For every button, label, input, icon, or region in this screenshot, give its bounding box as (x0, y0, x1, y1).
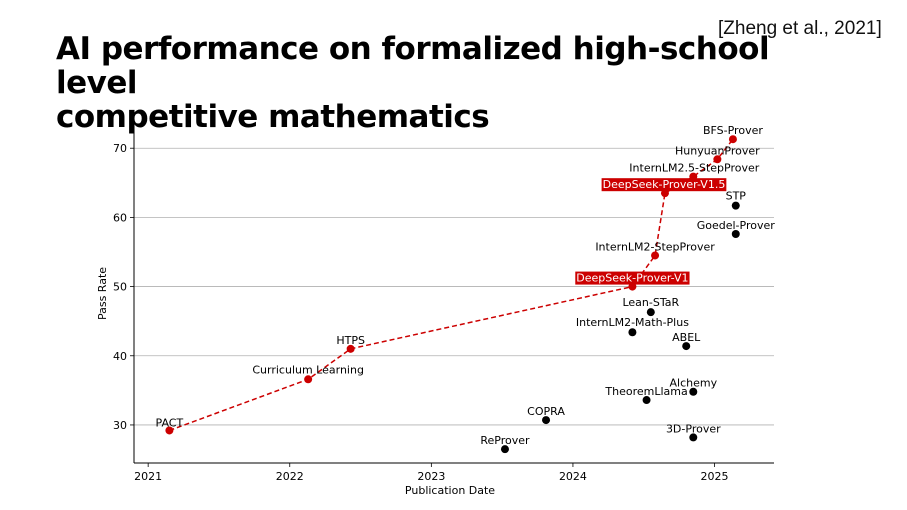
y-axis-title: Pass Rate (96, 267, 109, 320)
point-3d-prover (689, 433, 698, 442)
label-copra: COPRA (527, 405, 565, 418)
point-theoremllama (642, 396, 651, 405)
point-goedel-prover (731, 230, 740, 239)
y-tick-label: 50 (113, 281, 127, 294)
x-tick-label: 2024 (559, 470, 587, 483)
point-internlm2-math-plus (628, 328, 637, 337)
label-deepseek-prover-v1-5: DeepSeek-Prover-V1.5 (603, 178, 726, 191)
label-internlm2-5-stepprover: InternLM2.5-StepProver (629, 162, 759, 175)
label-internlm2-stepprover: InternLM2-StepProver (595, 240, 715, 253)
x-tick-label: 2023 (417, 470, 445, 483)
x-tick-label: 2021 (134, 470, 162, 483)
label-bfs-prover: BFS-Prover (703, 124, 763, 137)
gridlines (134, 147, 774, 426)
point-curriculum-learning (304, 375, 313, 384)
slide-title: AI performance on formalized high-school… (56, 32, 856, 134)
label-internlm2-math-plus: InternLM2-Math-Plus (576, 316, 689, 329)
frontier-dashed-line (169, 138, 734, 432)
y-tick-label: 60 (113, 211, 127, 224)
data-points (165, 135, 740, 454)
point-hunyuanprover (713, 155, 722, 164)
label-theoremllama: TheoremLlama (604, 385, 687, 398)
point-bfs-prover (728, 135, 737, 144)
label-deepseek-prover-v1: DeepSeek-Prover-V1 (576, 272, 688, 285)
label-reprover: ReProver (480, 434, 530, 447)
slide-title-line-1: AI performance on formalized high-school… (56, 31, 770, 101)
label-curriculum-learning: Curriculum Learning (252, 363, 364, 376)
point-abel (682, 342, 691, 351)
label-hunyuanprover: HunyuanProver (675, 144, 760, 157)
label-lean-star: Lean-STaR (622, 296, 679, 309)
label-alchemy: Alchemy (669, 377, 717, 390)
label-box-deepseek-prover-v1-5 (601, 178, 727, 192)
citation: [Zheng et al., 2021] (718, 18, 882, 39)
point-labels: PACT Curriculum Learning HTPS DeepSeek-Prov… (156, 124, 776, 447)
x-axis-title: Publication Date (405, 484, 495, 497)
point-stp (731, 201, 740, 210)
point-reprover (500, 445, 509, 454)
point-copra (542, 416, 551, 425)
label-goedel-prover: Goedel-Prover (697, 219, 776, 232)
axes: 30 40 50 60 70 2021 2022 2023 2024 2025 Publicatio… (96, 124, 774, 497)
x-tick-label: 2025 (701, 470, 729, 483)
y-tick-label: 40 (113, 350, 127, 363)
label-box-deepseek-prover-v1 (575, 271, 690, 285)
label-3d-prover: 3D-Prover (666, 422, 721, 435)
label-abel: ABEL (672, 331, 701, 344)
point-pact (165, 426, 174, 435)
x-tick-label: 2022 (276, 470, 304, 483)
point-htps (346, 344, 355, 353)
point-alchemy (689, 387, 698, 396)
point-lean-star (646, 308, 655, 317)
slide-title-line-2: competitive mathematics (56, 99, 490, 135)
y-tick-label: 70 (113, 142, 127, 155)
y-tick-label: 30 (113, 419, 127, 432)
label-stp: STP (726, 190, 747, 203)
point-internlm2-stepprover (651, 251, 660, 260)
frontier-line (169, 138, 734, 432)
label-pact: PACT (156, 416, 184, 429)
label-htps: HTPS (336, 334, 365, 347)
